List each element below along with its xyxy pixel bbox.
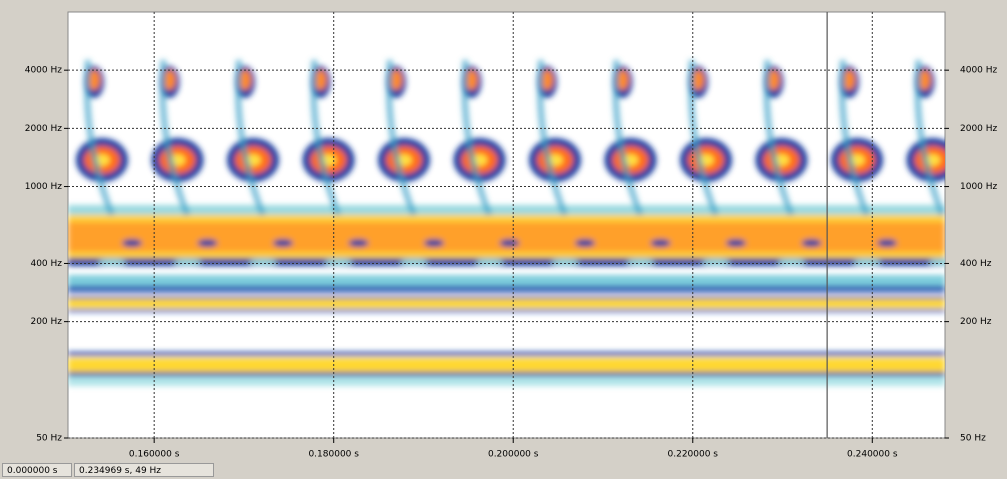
blob [575,239,595,247]
blob [348,239,369,247]
blob [692,70,704,90]
blob [551,259,579,265]
y-tick-label: 1000 Hz [25,182,63,192]
streak [461,59,493,217]
streak [763,59,795,217]
blob [400,259,428,265]
y-tick-label: 1000 Hz [960,182,998,192]
y-tick-label: 200 Hz [960,317,992,327]
spectrogram-image [68,59,973,386]
blob [853,259,881,265]
blob [918,70,931,90]
blob [424,239,444,247]
band [68,352,945,356]
blob [122,239,142,247]
blob [801,239,822,247]
band [68,296,945,299]
blob [843,70,855,90]
band [68,298,945,308]
blob [173,259,202,265]
y-tick-label: 50 Hz [36,434,62,444]
blob [239,70,251,90]
x-tick-label: 0.200000 s [488,450,539,460]
texture [68,59,973,386]
x-tick-label: 0.220000 s [668,450,719,460]
band [68,258,945,266]
y-tick-label: 50 Hz [960,434,986,444]
band [68,372,945,376]
y-tick-label: 2000 Hz [960,124,998,134]
blob [650,239,671,247]
y-tick-label: 2000 Hz [25,124,63,134]
blob [88,70,100,90]
blob [626,259,655,265]
streak [84,59,115,217]
x-tick-label: 0.180000 s [308,450,359,460]
y-tick-label: 4000 Hz [25,66,63,76]
chart: 50 Hz 50 Hz 200 Hz 200 Hz 400 Hz 400 Hz 1000 H… [25,11,998,460]
blob [877,239,897,247]
blob [767,70,780,90]
streak [914,59,945,217]
x-tick-label: 0.160000 s [129,450,180,460]
status-cursor: 0.234969 s, 49 Hz [74,463,214,477]
band [68,358,945,372]
y-tick-label: 400 Hz [30,259,62,269]
blob [249,259,277,265]
status-selection: 0.000000 s [2,463,72,477]
blob [616,70,629,90]
streak [386,59,417,217]
blob [541,70,553,90]
band [68,286,945,292]
band [68,222,945,252]
blob [197,239,218,247]
streak [310,59,342,217]
x-tick-label: 0.240000 s [847,450,898,460]
blob [390,70,402,90]
blob [702,259,730,265]
y-tick-label: 200 Hz [30,317,62,327]
y-tick-label: 400 Hz [960,259,992,269]
streak [159,59,191,217]
streak [688,59,719,217]
blob [953,239,973,247]
blob [499,239,520,247]
streak [537,59,568,217]
blob [777,259,806,265]
blob [314,70,327,90]
streak [235,59,266,217]
blob [324,259,353,265]
y-tick-label: 4000 Hz [960,66,998,76]
streak [839,59,870,217]
blob [163,70,176,90]
blob [98,259,126,265]
band [68,275,945,287]
streak [612,59,644,217]
band [68,309,945,312]
blob [475,259,504,265]
blob [928,259,945,265]
blob [273,239,293,247]
band [68,376,945,386]
blob [726,239,746,247]
blob [465,70,478,90]
